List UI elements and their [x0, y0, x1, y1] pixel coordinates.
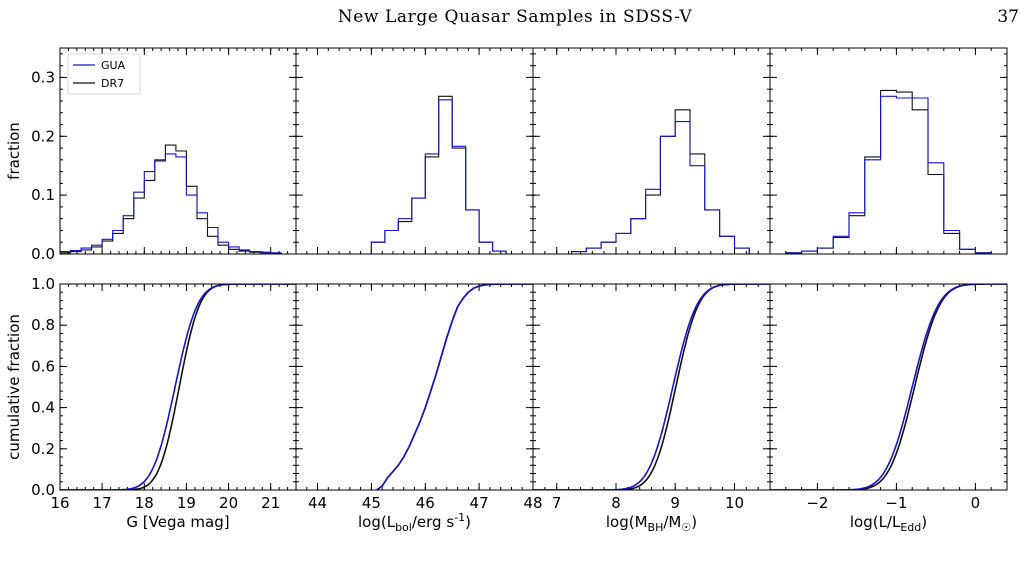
hist-g-y-tick-label: 0.0 — [31, 245, 55, 263]
legend-label-gua: GUA — [101, 59, 126, 72]
cdf-g-y-tick-label: 0.4 — [31, 399, 55, 417]
hist-lbol-series-gua — [370, 99, 507, 254]
hist-edd-ticks — [769, 48, 1008, 255]
cdf-g-y-tick-label: 0.2 — [31, 440, 55, 458]
page-number: 37 — [997, 7, 1019, 27]
cdf-g-y-tick-label: 0.8 — [31, 316, 55, 334]
legend-box — [67, 53, 141, 95]
hist-edd-series-dr7 — [785, 89, 992, 254]
cdf-mbh-series-dr7 — [533, 284, 770, 490]
cdf-mbh-ticks — [532, 283, 771, 491]
cdf-g-series-gua — [60, 284, 296, 490]
cdf-lbol-series-gua — [376, 284, 533, 490]
hist-g-series-dr7 — [60, 144, 282, 254]
hist-mbh-frame — [532, 47, 771, 255]
cdf-mbh-x-axis-label: log(MBH​/M☉​) — [606, 513, 697, 534]
cdf-g-x-axis-label: G [Vega mag] — [126, 513, 229, 531]
cdf-lbol-x-tick-label: 46 — [416, 494, 435, 512]
hist-g-y-tick-label: 0.2 — [31, 127, 55, 145]
hist-edd-series-gua — [785, 95, 992, 254]
cdf-edd-ticks — [769, 283, 1008, 491]
cdf-lbol-x-axis-label: log(Lbol​/erg s-1​) — [358, 511, 471, 534]
hist-edd-frame — [769, 47, 1008, 255]
cdf-g-y-axis-label: cumulative fraction — [5, 314, 23, 460]
cdf-edd-series-gua — [770, 284, 1007, 490]
hist-lbol-ticks — [295, 48, 534, 255]
hist-g-y-tick-label: 0.3 — [31, 68, 55, 86]
cdf-g-x-tick-label: 19 — [177, 494, 196, 512]
cdf-g-ticks — [59, 283, 297, 491]
cdf-edd-x-tick-label: −2 — [806, 494, 828, 512]
cdf-lbol-frame — [295, 283, 534, 491]
hist-lbol-frame — [295, 47, 534, 255]
cdf-edd-x-tick-label: −1 — [885, 494, 907, 512]
panels-group: 0.0 0.1 0.2 0.3 fraction GUA DR7 0.0 0.2 0.4 0.6 0.… — [5, 47, 1008, 534]
cdf-g-y-tick-label: 0.6 — [31, 357, 55, 375]
cdf-g-x-tick-label: 21 — [261, 494, 280, 512]
cdf-mbh-x-tick-label: 7 — [552, 494, 562, 512]
hist-g-series-gua — [60, 153, 282, 254]
cdf-mbh-series-gua — [533, 284, 770, 490]
cdf-lbol-x-tick-label: 48 — [523, 494, 542, 512]
cdf-g-frame — [59, 283, 297, 491]
cdf-lbol-x-tick-label: 47 — [470, 494, 489, 512]
cdf-mbh-x-tick-label: 10 — [725, 494, 744, 512]
hist-g-y-tick-label: 0.1 — [31, 186, 55, 204]
cdf-edd-x-tick-label: 0 — [971, 494, 981, 512]
hist-mbh-series-gua — [570, 121, 750, 254]
cdf-g-series-dr7 — [60, 284, 296, 490]
cdf-g-x-tick-label: 20 — [219, 494, 238, 512]
cdf-g-y-tick-label: 1.0 — [31, 275, 55, 293]
hist-mbh-ticks — [532, 48, 771, 255]
cdf-lbol-ticks — [295, 283, 534, 491]
cdf-mbh-frame — [532, 283, 771, 491]
cdf-edd-frame — [769, 283, 1008, 491]
cdf-g-y-tick-label: 0.0 — [31, 481, 55, 499]
legend-label-dr7: DR7 — [101, 77, 124, 90]
cdf-mbh-x-tick-label: 9 — [670, 494, 680, 512]
cdf-g-x-tick-label: 16 — [50, 494, 69, 512]
cdf-edd-series-dr7 — [770, 284, 1007, 490]
page-header-title: New Large Quasar Samples in SDSS-V — [338, 7, 693, 27]
cdf-g-x-tick-label: 17 — [93, 494, 112, 512]
cdf-mbh-x-tick-label: 8 — [611, 494, 621, 512]
hist-g-y-axis-label: fraction — [5, 122, 23, 180]
cdf-lbol-x-tick-label: 44 — [308, 494, 327, 512]
cdf-lbol-x-tick-label: 45 — [362, 494, 381, 512]
cdf-edd-x-axis-label: log(L/LEdd​) — [850, 513, 927, 534]
cdf-g-x-tick-label: 18 — [135, 494, 154, 512]
